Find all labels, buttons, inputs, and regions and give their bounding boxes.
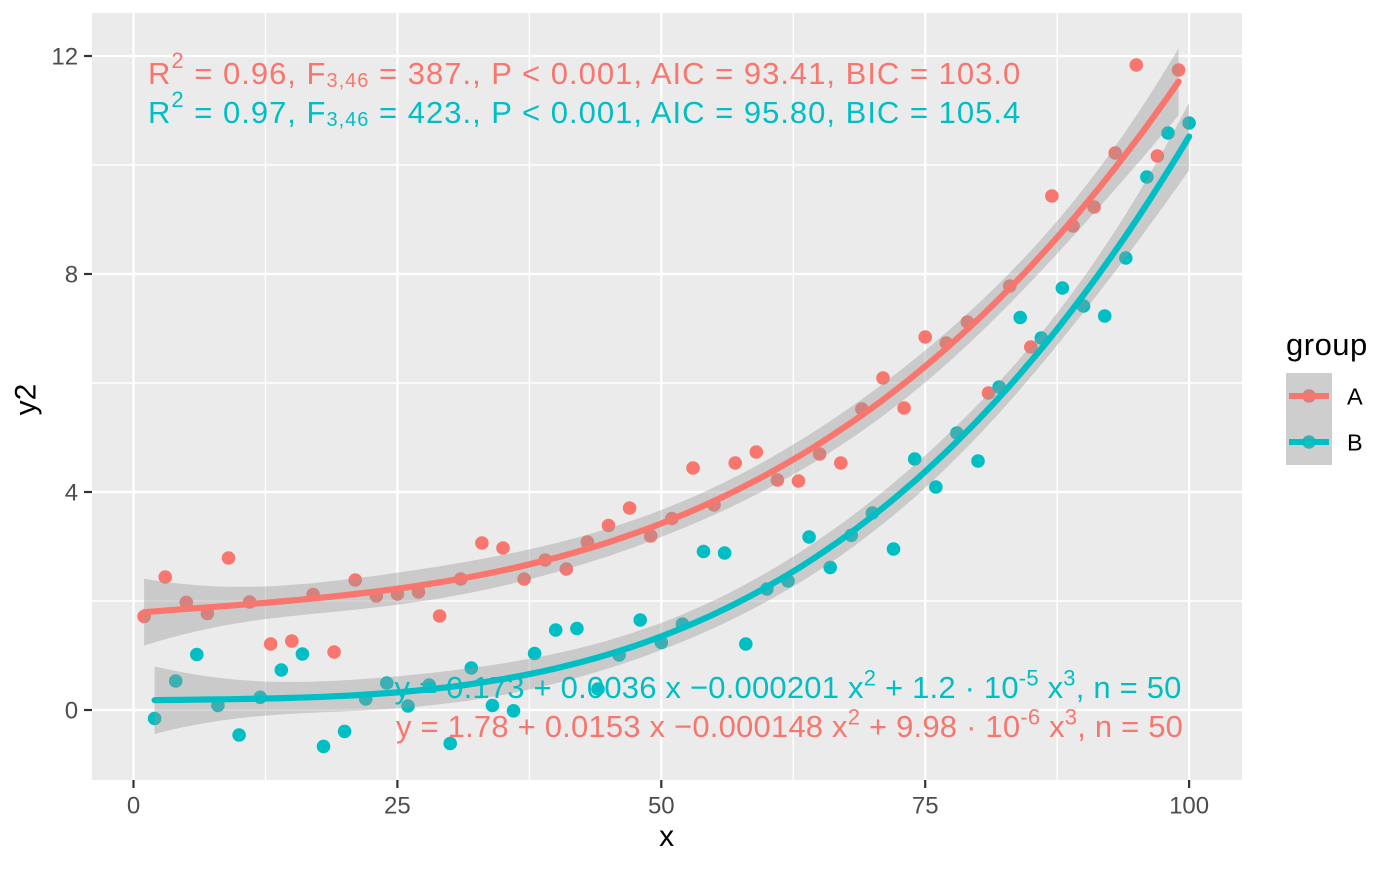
svg-text:12: 12 [51, 44, 78, 71]
svg-text:75: 75 [912, 792, 939, 819]
svg-text:R2 = 0.97, F3,46 = 423., P < 0: R2 = 0.97, F3,46 = 423., P < 0.001, AIC … [148, 87, 1021, 131]
svg-text:x: x [659, 820, 674, 853]
svg-text:50: 50 [648, 792, 675, 819]
svg-text:0: 0 [65, 698, 78, 725]
svg-text:group: group [1286, 327, 1368, 362]
svg-text:y = 1.78 + 0.0153 x −0.000148: y = 1.78 + 0.0153 x −0.000148 x2 + 9.98 … [396, 705, 1183, 745]
svg-text:8: 8 [65, 262, 78, 289]
svg-text:A: A [1347, 384, 1363, 410]
svg-text:0: 0 [127, 792, 140, 819]
svg-text:4: 4 [65, 480, 78, 507]
svg-text:y = 0.173 + 0.0036 x −0.000201: y = 0.173 + 0.0036 x −0.000201 x2 + 1.2 … [395, 666, 1182, 706]
svg-text:y2: y2 [10, 384, 43, 416]
svg-text:B: B [1347, 430, 1363, 456]
svg-text:100: 100 [1169, 792, 1209, 819]
svg-text:25: 25 [384, 792, 411, 819]
svg-text:R2 = 0.96, F3,46 = 387., P < 0: R2 = 0.96, F3,46 = 387., P < 0.001, AIC … [148, 48, 1021, 92]
